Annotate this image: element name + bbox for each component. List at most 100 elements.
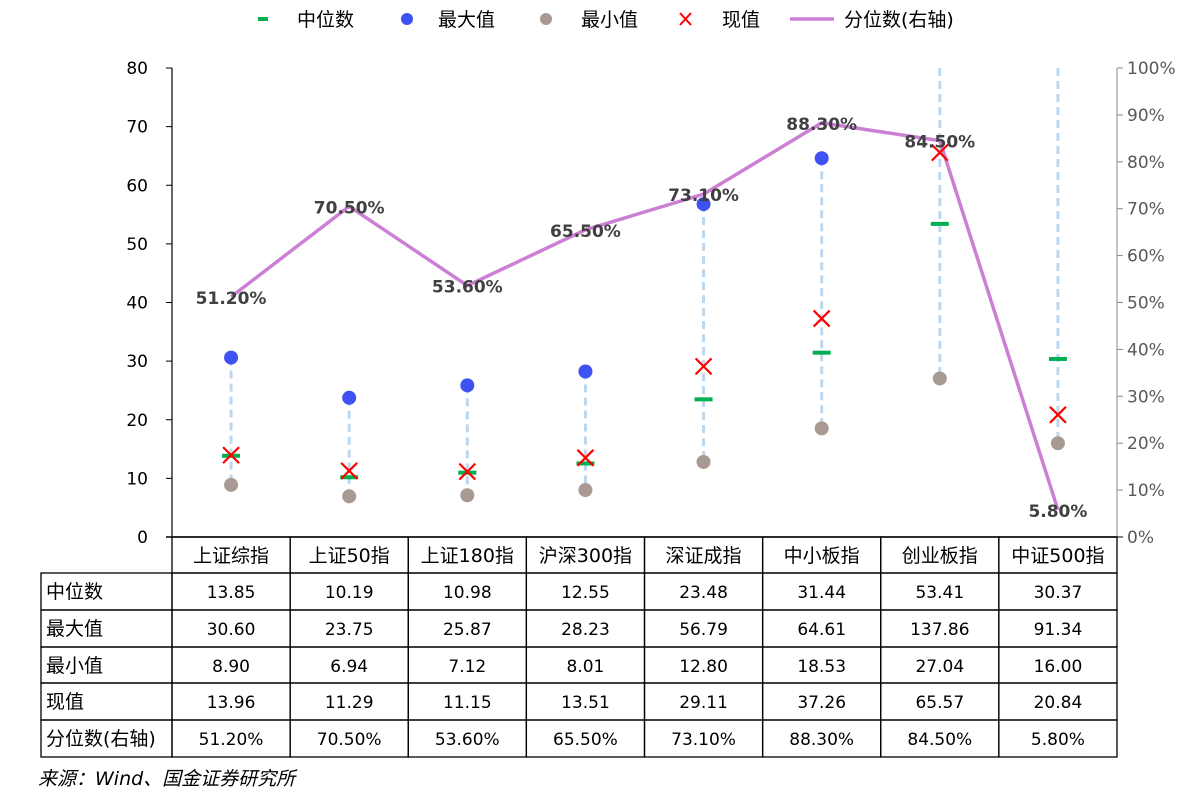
table-cell-value: 27.04 bbox=[915, 657, 964, 677]
table-header-label: 上证综指 bbox=[193, 545, 269, 567]
table-cell-value: 53.41 bbox=[915, 583, 964, 603]
left-tick-label: 0 bbox=[137, 528, 148, 548]
table-cell-value: 25.87 bbox=[443, 620, 492, 640]
max-marker bbox=[696, 197, 711, 212]
right-tick-label: 70% bbox=[1127, 200, 1165, 220]
current-marker bbox=[222, 446, 240, 464]
table-cell-value: 11.15 bbox=[443, 693, 492, 713]
min-marker bbox=[814, 421, 829, 436]
max-marker bbox=[224, 350, 239, 365]
table-header-label: 沪深300指 bbox=[539, 545, 632, 567]
left-tick-label: 30 bbox=[126, 352, 148, 372]
percentile-data-label: 88.30% bbox=[786, 115, 857, 135]
table-row-label: 现值 bbox=[46, 691, 84, 713]
median-marker bbox=[576, 461, 595, 466]
percentile-data-label: 51.20% bbox=[196, 289, 267, 309]
right-tick-label: 90% bbox=[1127, 106, 1165, 126]
table-header-label: 中小板指 bbox=[784, 545, 860, 567]
table-cell-value: 7.12 bbox=[448, 657, 486, 677]
median-marker bbox=[1048, 356, 1067, 361]
right-tick-label: 100% bbox=[1127, 59, 1176, 79]
right-tick-label: 0% bbox=[1127, 528, 1154, 548]
table-cell-value: 23.75 bbox=[325, 620, 374, 640]
min-marker bbox=[342, 489, 357, 504]
median-marker bbox=[340, 475, 359, 480]
left-tick-label: 50 bbox=[126, 235, 148, 255]
table-header-label: 深证成指 bbox=[666, 545, 742, 567]
percentile-data-label: 5.80% bbox=[1028, 502, 1087, 522]
max-marker bbox=[814, 151, 829, 166]
table-cell-value: 53.60% bbox=[435, 730, 500, 750]
current-marker bbox=[458, 462, 477, 481]
table-header-label: 上证180指 bbox=[421, 545, 514, 567]
right-tick-label: 40% bbox=[1127, 340, 1165, 360]
min-marker bbox=[578, 483, 593, 498]
left-tick-label: 10 bbox=[126, 469, 148, 489]
table-row-label: 中位数 bbox=[46, 581, 103, 603]
table-cell-value: 91.34 bbox=[1034, 620, 1083, 640]
percentile-line bbox=[229, 121, 1060, 511]
percentile-data-label: 53.60% bbox=[432, 278, 503, 298]
table-cell-value: 10.19 bbox=[325, 583, 374, 603]
current-marker bbox=[812, 309, 831, 328]
table-cell-value: 13.85 bbox=[207, 583, 256, 603]
table-cell-value: 30.60 bbox=[207, 620, 256, 640]
current-marker bbox=[694, 357, 713, 376]
table-header-label: 上证50指 bbox=[309, 545, 390, 567]
table-cell-value: 13.96 bbox=[207, 693, 256, 713]
table-cell-value: 84.50% bbox=[907, 730, 972, 750]
median-marker bbox=[812, 350, 831, 355]
table-row-label: 最小值 bbox=[46, 655, 103, 677]
left-tick-label: 40 bbox=[126, 294, 148, 314]
table-cell-value: 37.26 bbox=[797, 693, 846, 713]
table-cell-value: 18.53 bbox=[797, 657, 846, 677]
min-marker bbox=[1050, 436, 1065, 451]
table-cell-value: 65.57 bbox=[915, 693, 964, 713]
left-tick-label: 70 bbox=[126, 118, 148, 138]
left-tick-label: 80 bbox=[126, 59, 148, 79]
table-row-label: 分位数(右轴) bbox=[46, 728, 156, 750]
legend-current-marker bbox=[679, 12, 692, 26]
right-tick-label: 60% bbox=[1127, 247, 1165, 267]
max-marker bbox=[342, 390, 357, 405]
table-cell-value: 28.23 bbox=[561, 620, 610, 640]
table-cell-value: 56.79 bbox=[679, 620, 728, 640]
max-marker bbox=[578, 364, 593, 379]
table-cell-value: 31.44 bbox=[797, 583, 846, 603]
table-cell-value: 13.51 bbox=[561, 693, 610, 713]
legend-min-marker bbox=[540, 13, 552, 25]
legend-median-marker bbox=[258, 17, 268, 21]
table-cell-value: 29.11 bbox=[679, 693, 728, 713]
min-marker bbox=[696, 454, 711, 469]
table-cell-value: 6.94 bbox=[330, 657, 368, 677]
max-marker bbox=[460, 378, 475, 393]
current-marker bbox=[576, 449, 595, 467]
min-marker bbox=[460, 488, 475, 503]
table-cell-value: 137.86 bbox=[910, 620, 969, 640]
legend-min-label: 最小值 bbox=[581, 9, 638, 31]
left-tick-label: 20 bbox=[126, 411, 148, 431]
table-cell-value: 30.37 bbox=[1034, 583, 1083, 603]
table-cell-value: 73.10% bbox=[671, 730, 736, 750]
percentile-data-label: 70.50% bbox=[314, 198, 385, 218]
source-note: 来源：Wind、国金证券研究所 bbox=[38, 768, 298, 790]
min-marker bbox=[224, 477, 239, 492]
table-cell-value: 23.48 bbox=[679, 583, 728, 603]
table-cell-value: 88.30% bbox=[789, 730, 854, 750]
legend-current-label: 现值 bbox=[722, 9, 760, 31]
current-marker bbox=[1049, 406, 1067, 424]
current-marker bbox=[931, 143, 949, 162]
left-tick-label: 60 bbox=[126, 176, 148, 196]
right-tick-label: 80% bbox=[1127, 153, 1165, 173]
right-tick-label: 50% bbox=[1127, 294, 1165, 314]
right-tick-label: 30% bbox=[1127, 387, 1165, 407]
table-cell-value: 5.80% bbox=[1031, 730, 1085, 750]
table-header-label: 创业板指 bbox=[902, 545, 978, 567]
percentile-data-label: 65.50% bbox=[550, 222, 621, 242]
table-cell-value: 8.90 bbox=[212, 657, 250, 677]
min-marker bbox=[932, 371, 947, 386]
legend-max-label: 最大值 bbox=[438, 9, 495, 31]
table-cell-value: 65.50% bbox=[553, 730, 618, 750]
table-cell-value: 64.61 bbox=[797, 620, 846, 640]
median-marker bbox=[694, 397, 713, 402]
